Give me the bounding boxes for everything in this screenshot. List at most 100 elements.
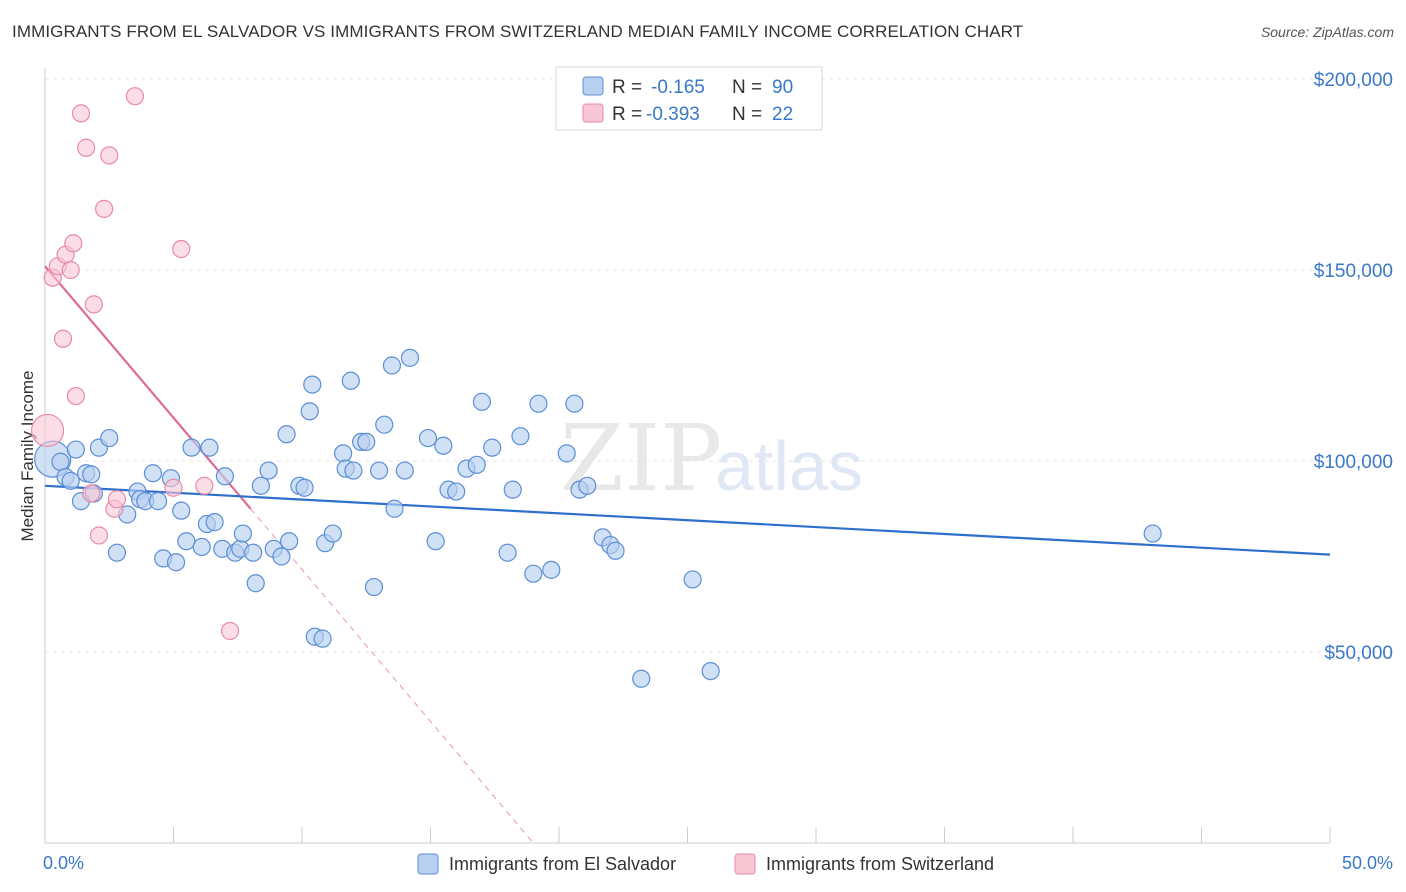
switzerland-point: [66, 386, 85, 406]
el-salvador-point: [295, 478, 314, 497]
el-salvador-point: [246, 574, 265, 593]
y-tick-label-1: $100,000: [1314, 452, 1393, 473]
el-salvador-point: [244, 543, 263, 562]
switzerland-points: [30, 87, 240, 641]
el-salvador-point: [177, 532, 196, 551]
el-salvador-point: [524, 564, 543, 583]
switzerland-point: [84, 295, 103, 314]
switzerland-point: [53, 329, 73, 348]
switzerland-trend-line: [44, 265, 534, 844]
el-salvador-point: [341, 371, 360, 390]
el-salvador-point: [557, 444, 576, 463]
series-legend: Immigrants from El Salvador Immigrants f…: [417, 853, 994, 875]
el-salvador-point: [143, 464, 163, 483]
switzerland-trend-extension: [250, 508, 534, 844]
legend-swatch-pink: [582, 103, 604, 123]
el-salvador-point: [107, 543, 127, 562]
y-tick-labels: $50,000 $100,000 $150,000 $200,000: [1314, 70, 1393, 664]
el-salvador-point: [542, 560, 561, 579]
el-salvador-point: [357, 432, 376, 451]
bottom-legend-swatch-pink: [734, 853, 756, 875]
el-salvador-point: [426, 532, 445, 551]
el-salvador-point: [503, 480, 522, 499]
switzerland-point: [30, 413, 65, 448]
el-salvador-point: [578, 476, 597, 495]
el-salvador-point: [606, 541, 625, 560]
source-label: Source: ZipAtlas.com: [1260, 24, 1394, 40]
legend-n-value-2: 22: [772, 104, 793, 125]
switzerland-point: [220, 621, 240, 641]
el-salvador-point: [192, 537, 211, 557]
correlation-legend: R = -0.165 N = 90 R = -0.393 N = 22: [555, 66, 823, 131]
switzerland-point: [125, 87, 145, 106]
el-salvador-point: [272, 547, 291, 566]
el-salvador-point: [100, 428, 119, 448]
el-salvador-point: [364, 577, 384, 597]
chart-title: IMMIGRANTS FROM EL SALVADOR VS IMMIGRANT…: [12, 22, 1024, 41]
el-salvador-point: [529, 394, 548, 413]
el-salvador-point: [66, 440, 85, 459]
el-salvador-point: [447, 482, 466, 501]
legend-n-value-1: 90: [772, 77, 793, 98]
el-salvador-point: [483, 438, 502, 457]
el-salvador-point: [251, 476, 270, 495]
el-salvador-point: [375, 415, 394, 434]
el-salvador-point: [395, 461, 414, 480]
el-salvador-point: [61, 471, 80, 490]
el-salvador-point: [511, 427, 530, 446]
el-salvador-point: [382, 356, 402, 375]
switzerland-point: [61, 260, 80, 280]
el-salvador-point: [303, 375, 322, 394]
y-tick-label-0: $50,000: [1324, 643, 1393, 664]
el-salvador-point: [215, 467, 234, 486]
el-salvador-point: [166, 553, 186, 572]
switzerland-point: [64, 234, 83, 253]
switzerland-point: [71, 104, 91, 123]
switzerland-point: [95, 199, 114, 218]
el-salvador-trend-line: [44, 484, 1331, 556]
switzerland-point: [100, 146, 119, 165]
el-salvador-point: [334, 444, 353, 463]
x-tick-label-max: 50.0%: [1342, 853, 1393, 873]
switzerland-point: [82, 484, 101, 503]
y-axis-title: Median Family Income: [18, 370, 37, 541]
el-salvador-point: [277, 425, 296, 444]
el-salvador-point: [370, 461, 389, 480]
el-salvador-point: [172, 501, 191, 520]
y-tick-label-3: $200,000: [1314, 70, 1393, 91]
el-salvador-point: [323, 524, 342, 543]
switzerland-point: [164, 478, 183, 497]
switzerland-trend-segment: [44, 265, 252, 510]
el-salvador-point: [434, 436, 453, 455]
el-salvador-point: [259, 461, 278, 480]
el-salvador-point: [51, 452, 70, 471]
switzerland-point: [77, 138, 96, 157]
bottom-legend-label-switzerland: Immigrants from Switzerland: [766, 854, 994, 874]
legend-swatch-blue: [582, 76, 604, 96]
el-salvador-point: [701, 661, 720, 681]
legend-n-label-2: N =: [732, 104, 762, 125]
gridlines: [45, 78, 1395, 653]
el-salvador-points: [34, 348, 1162, 688]
el-salvador-point: [472, 392, 491, 411]
el-salvador-point: [233, 524, 252, 543]
bottom-legend-label-el-salvador: Immigrants from El Salvador: [449, 854, 676, 874]
el-salvador-point: [385, 499, 404, 518]
switzerland-point: [172, 239, 191, 259]
el-salvador-point: [418, 428, 438, 448]
el-salvador-point: [1143, 524, 1162, 543]
el-salvador-point: [400, 348, 420, 367]
legend-r-label-2: R =: [612, 104, 642, 125]
el-salvador-point: [498, 543, 517, 562]
el-salvador-point: [200, 438, 219, 457]
switzerland-point: [195, 476, 214, 495]
el-salvador-point: [182, 438, 201, 457]
bottom-legend-swatch-blue: [417, 853, 439, 875]
switzerland-point: [107, 490, 127, 509]
el-salvador-point: [683, 570, 702, 589]
x-tick-label-min: 0.0%: [43, 853, 84, 873]
el-salvador-trend-segment: [44, 484, 1331, 556]
y-tick-label-2: $150,000: [1314, 261, 1393, 282]
switzerland-point: [89, 526, 109, 545]
